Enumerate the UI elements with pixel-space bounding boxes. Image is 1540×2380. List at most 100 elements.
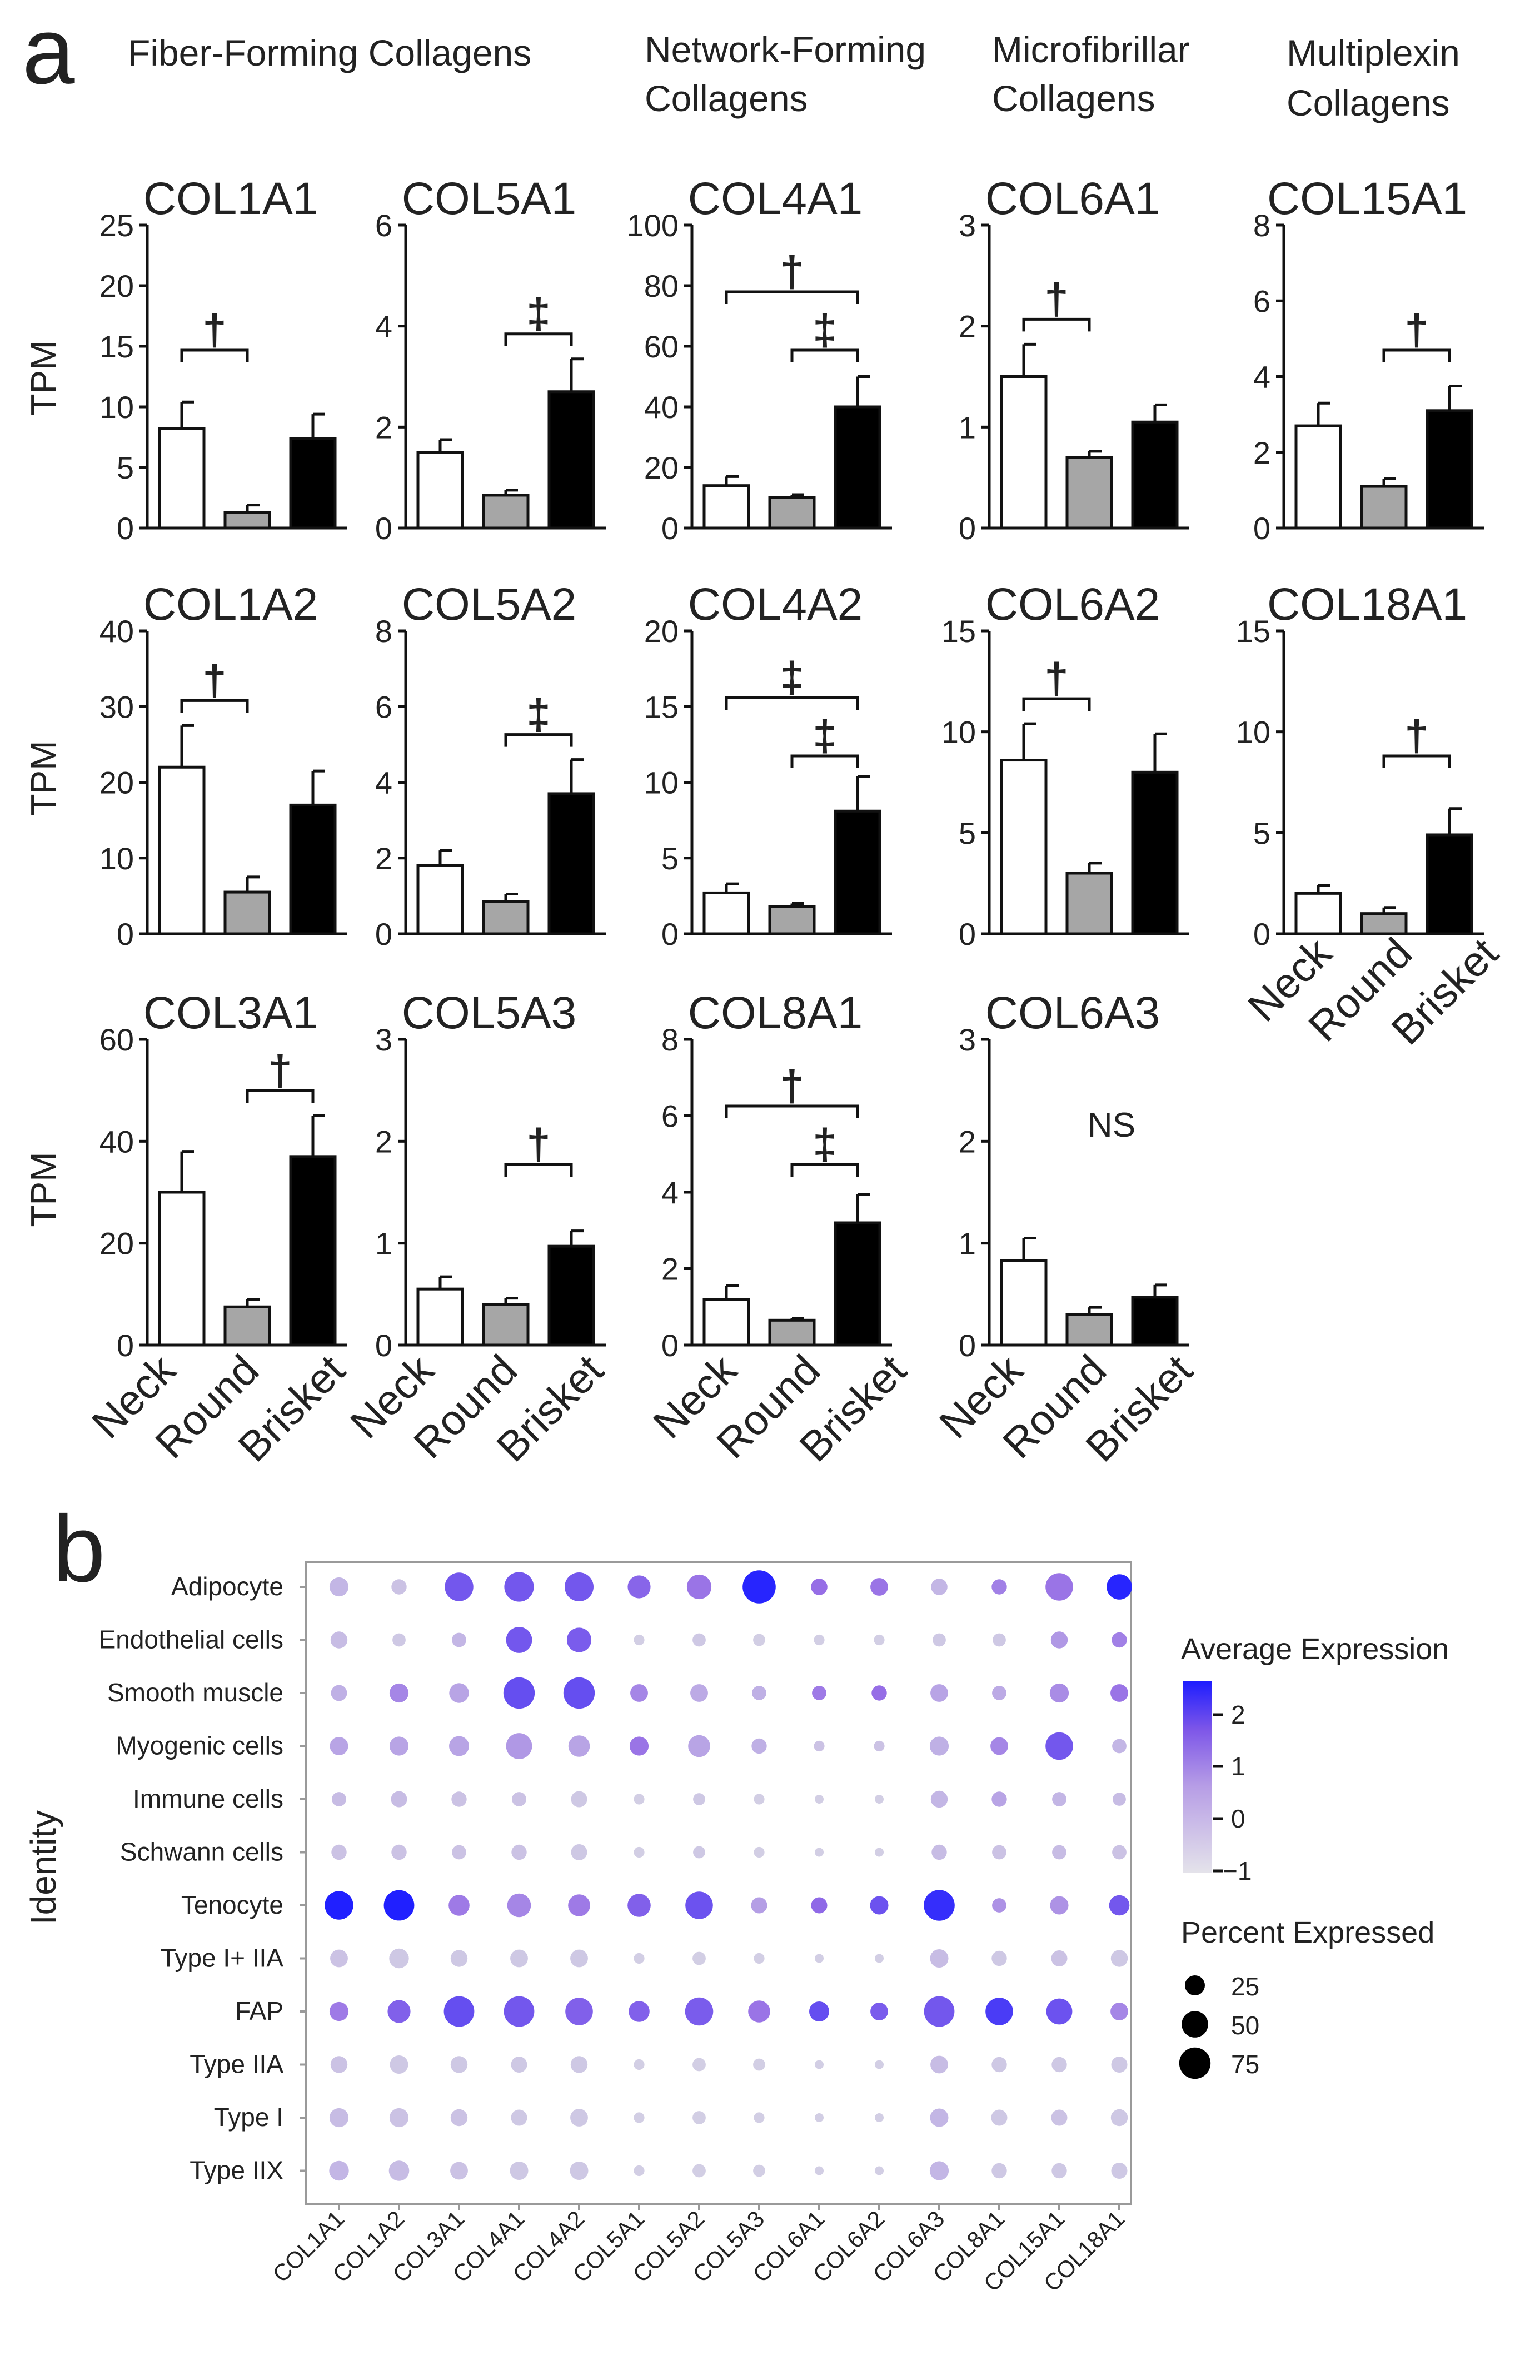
row-label: Schwann cells bbox=[120, 1838, 283, 1866]
dot-type-iix-col5a3 bbox=[753, 2164, 765, 2177]
dot-tenocyte-col1a1 bbox=[325, 1891, 353, 1920]
y-tick-label: 1 bbox=[959, 410, 976, 445]
bar-brisket bbox=[1426, 409, 1473, 530]
dot-immune-cells-col15a1 bbox=[1052, 1792, 1066, 1806]
y-tick-label: 10 bbox=[1236, 715, 1270, 750]
row-label: Type IIA bbox=[190, 2050, 283, 2079]
dot-type-i-col5a2 bbox=[692, 2111, 706, 2124]
bar-brisket bbox=[1426, 833, 1473, 935]
dot-adipocyte-col18a1 bbox=[1107, 1574, 1132, 1600]
bar-brisket bbox=[547, 792, 595, 935]
y-tick-label: 0 bbox=[661, 511, 679, 546]
bar-neck bbox=[158, 1191, 206, 1347]
dot-type-iix-col8a1 bbox=[991, 2163, 1007, 2179]
bar-chart-col5a1: COL5A1 0 2 4 6 ‡ bbox=[375, 173, 606, 546]
dot-adipocyte-col6a2 bbox=[870, 1578, 888, 1596]
legend-color-title: Average Expression bbox=[1181, 1632, 1449, 1666]
significance-symbol: † bbox=[1044, 654, 1068, 703]
y-tick-label: 5 bbox=[1253, 815, 1270, 850]
group-title-network-forming-line1: Network-Forming bbox=[645, 29, 926, 70]
dot-fap-col6a3 bbox=[924, 1996, 955, 2027]
bar-round bbox=[1360, 485, 1408, 530]
dot-type-iix-col1a1 bbox=[329, 2160, 349, 2181]
dot-endothelial-cells-col6a2 bbox=[874, 1634, 885, 1646]
chart-title: COL6A3 bbox=[985, 988, 1160, 1038]
y-tick-label: 0 bbox=[1253, 511, 1270, 546]
bar-round bbox=[768, 1318, 816, 1347]
dot-type-i-col18a1 bbox=[1110, 2109, 1128, 2127]
chart-title: COL5A3 bbox=[402, 988, 577, 1038]
dot-type-i-iia-col6a2 bbox=[875, 1954, 884, 1963]
y-tick-label: 10 bbox=[99, 841, 134, 876]
dot-endothelial-cells-col18a1 bbox=[1112, 1632, 1127, 1648]
dot-myogenic-cells-col8a1 bbox=[990, 1737, 1008, 1755]
row-label: Tenocyte bbox=[181, 1890, 283, 1919]
dot-type-i-iia-col6a3 bbox=[930, 1949, 949, 1968]
dot-schwann-cells-col1a1 bbox=[331, 1844, 347, 1860]
y-tick-label: 30 bbox=[99, 689, 134, 724]
dot-type-iix-col18a1 bbox=[1111, 2163, 1128, 2179]
significance-bracket bbox=[790, 754, 859, 768]
significance-symbol: † bbox=[1404, 711, 1428, 760]
bar-chart-col1a2: COL1A2 0 10 20 30 40 † bbox=[99, 579, 347, 952]
y-tick-label: 15 bbox=[1236, 614, 1270, 649]
y-tick-label: 0 bbox=[375, 917, 392, 952]
y-tick-label: 5 bbox=[661, 841, 679, 876]
dot-type-i-col8a1 bbox=[991, 2109, 1008, 2126]
dot-type-i-iia-col5a2 bbox=[692, 1951, 706, 1965]
row-label: Myogenic cells bbox=[116, 1731, 283, 1760]
significance-symbol: ‡ bbox=[526, 690, 550, 739]
y-tick-label: 2 bbox=[661, 1252, 679, 1287]
dot-myogenic-cells-col6a2 bbox=[874, 1740, 885, 1752]
dot-fap-col1a2 bbox=[387, 2000, 411, 2023]
bar-round bbox=[1065, 456, 1113, 530]
dot-myogenic-cells-col6a1 bbox=[814, 1740, 825, 1752]
y-tick-label: 6 bbox=[375, 208, 392, 243]
legend-color-tick-label: 0 bbox=[1231, 1804, 1245, 1833]
dot-type-i-iia-col1a1 bbox=[330, 1949, 348, 1968]
significance-bracket bbox=[725, 696, 859, 710]
significance-symbol: † bbox=[780, 247, 804, 296]
bar-chart-col5a3: COL5A3 0 1 2 3 † bbox=[375, 988, 606, 1363]
bar-chart-col4a1: COL4A1 0 20 40 60 80 100 †‡ bbox=[627, 173, 892, 546]
bar-chart-col1a1: COL1A1 0 5 10 15 20 25 † bbox=[99, 173, 347, 546]
dot-immune-cells-col6a1 bbox=[815, 1795, 824, 1804]
dot-type-iix-col5a1 bbox=[634, 2165, 645, 2177]
dot-type-iix-col1a2 bbox=[388, 2160, 410, 2181]
dot-fap-col5a2 bbox=[685, 1997, 714, 2026]
dot-adipocyte-col5a1 bbox=[627, 1575, 651, 1599]
dot-immune-cells-col3a1 bbox=[451, 1791, 467, 1807]
dot-immune-cells-col5a3 bbox=[754, 1794, 765, 1805]
dot-tenocyte-col1a2 bbox=[383, 1890, 415, 1921]
chart-title: COL3A1 bbox=[143, 988, 318, 1038]
y-tick-label: 20 bbox=[99, 268, 134, 303]
y-tick-label: 80 bbox=[644, 268, 679, 303]
y-tick-label: 15 bbox=[644, 689, 679, 724]
bar-neck bbox=[1294, 892, 1342, 935]
dot-type-i-iia-col18a1 bbox=[1110, 1950, 1128, 1967]
dot-smooth-muscle-col6a1 bbox=[812, 1686, 826, 1700]
dot-schwann-cells-col5a2 bbox=[693, 1846, 705, 1859]
dot-endothelial-cells-col6a3 bbox=[933, 1633, 946, 1647]
bar-round bbox=[768, 905, 816, 935]
dot-immune-cells-col5a2 bbox=[693, 1793, 705, 1805]
dot-endothelial-cells-col5a3 bbox=[753, 1634, 765, 1646]
significance-symbol: † bbox=[202, 305, 226, 354]
group-title-microfibrillar-line1: Microfibrillar bbox=[992, 29, 1190, 70]
y-tick-label: 4 bbox=[375, 765, 392, 800]
dot-schwann-cells-col4a2 bbox=[571, 1844, 587, 1860]
bar-chart-col15a1: COL15A1 0 2 4 6 8 † bbox=[1253, 173, 1484, 546]
dot-smooth-muscle-col6a2 bbox=[871, 1685, 887, 1701]
chart-title: COL5A1 bbox=[402, 173, 577, 224]
chart-title: COL8A1 bbox=[688, 988, 863, 1038]
dot-type-iia-col5a2 bbox=[692, 2058, 706, 2072]
dot-endothelial-cells-col8a1 bbox=[993, 1633, 1006, 1647]
y-tick-label: 15 bbox=[941, 614, 976, 649]
dot-immune-cells-col8a1 bbox=[991, 1791, 1007, 1807]
group-title-network-forming-line2: Collagens bbox=[645, 78, 808, 119]
y-tick-label: 2 bbox=[959, 309, 976, 344]
y-tick-label: 0 bbox=[117, 917, 134, 952]
dot-type-iix-col3a1 bbox=[450, 2162, 468, 2180]
dot-type-i-col5a1 bbox=[634, 2112, 645, 2123]
